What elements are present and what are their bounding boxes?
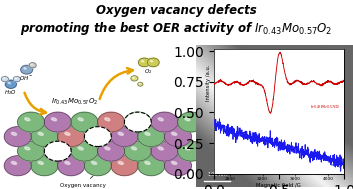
Circle shape — [13, 77, 20, 82]
Circle shape — [71, 112, 98, 132]
Circle shape — [124, 112, 151, 132]
Circle shape — [44, 141, 71, 161]
Ellipse shape — [3, 78, 5, 79]
Circle shape — [138, 58, 150, 67]
Circle shape — [111, 127, 138, 146]
Ellipse shape — [105, 147, 110, 150]
Circle shape — [21, 65, 32, 74]
Circle shape — [147, 58, 159, 67]
Ellipse shape — [105, 118, 110, 121]
Circle shape — [4, 127, 31, 146]
Ellipse shape — [139, 83, 140, 84]
Circle shape — [4, 156, 31, 176]
Ellipse shape — [150, 60, 153, 62]
Text: Oxygen vacancy defects: Oxygen vacancy defects — [96, 4, 257, 17]
Circle shape — [5, 80, 16, 88]
Ellipse shape — [145, 161, 150, 164]
Ellipse shape — [185, 147, 190, 150]
Circle shape — [29, 63, 36, 68]
Ellipse shape — [38, 132, 43, 135]
Ellipse shape — [78, 118, 83, 121]
Circle shape — [98, 112, 125, 132]
Ellipse shape — [172, 161, 177, 164]
Ellipse shape — [131, 118, 137, 121]
Circle shape — [124, 112, 151, 132]
Circle shape — [18, 112, 44, 132]
Ellipse shape — [172, 132, 177, 135]
Ellipse shape — [25, 118, 30, 121]
Circle shape — [1, 77, 8, 82]
Ellipse shape — [52, 147, 56, 150]
Ellipse shape — [65, 161, 70, 164]
Ellipse shape — [145, 132, 150, 135]
Y-axis label: Intensity /a.u.: Intensity /a.u. — [206, 64, 211, 101]
Circle shape — [178, 141, 205, 161]
Text: 100 nm: 100 nm — [208, 172, 227, 177]
Ellipse shape — [25, 147, 30, 150]
Ellipse shape — [133, 77, 134, 78]
Circle shape — [84, 156, 111, 176]
Circle shape — [138, 156, 164, 176]
Ellipse shape — [118, 161, 123, 164]
Text: $H_2O$: $H_2O$ — [5, 88, 17, 97]
Ellipse shape — [24, 68, 26, 69]
Text: $IrO_2$: $IrO_2$ — [330, 162, 340, 169]
Circle shape — [164, 127, 191, 146]
Circle shape — [164, 156, 191, 176]
Circle shape — [58, 156, 85, 176]
Circle shape — [18, 141, 44, 161]
Circle shape — [124, 141, 151, 161]
Ellipse shape — [131, 147, 137, 150]
Ellipse shape — [8, 82, 10, 84]
Circle shape — [151, 141, 178, 161]
Ellipse shape — [142, 60, 144, 62]
Circle shape — [178, 112, 205, 132]
Ellipse shape — [65, 132, 70, 135]
Circle shape — [138, 82, 143, 86]
Ellipse shape — [158, 118, 163, 121]
Ellipse shape — [38, 161, 43, 164]
Text: Oxygen vacancy: Oxygen vacancy — [60, 134, 135, 188]
Circle shape — [84, 127, 111, 146]
Circle shape — [58, 127, 85, 146]
Ellipse shape — [31, 64, 32, 65]
Text: $Ir_{0.43}Mo_{0.57}O_2$: $Ir_{0.43}Mo_{0.57}O_2$ — [310, 103, 340, 111]
Circle shape — [111, 156, 138, 176]
Circle shape — [31, 127, 58, 146]
Circle shape — [131, 76, 138, 81]
Circle shape — [31, 156, 58, 176]
X-axis label: Magnetic field /G: Magnetic field /G — [257, 184, 301, 188]
Circle shape — [138, 127, 164, 146]
Ellipse shape — [11, 161, 17, 164]
Circle shape — [151, 112, 178, 132]
Text: $OH^-$: $OH^-$ — [19, 74, 34, 82]
Circle shape — [44, 112, 71, 132]
Ellipse shape — [118, 132, 123, 135]
Circle shape — [98, 141, 125, 161]
Circle shape — [44, 141, 71, 161]
Ellipse shape — [11, 132, 17, 135]
Text: $Ir_{0.43}Mo_{0.57}O_2$: $Ir_{0.43}Mo_{0.57}O_2$ — [52, 97, 99, 107]
Ellipse shape — [158, 147, 163, 150]
Ellipse shape — [78, 147, 83, 150]
Circle shape — [71, 141, 98, 161]
Ellipse shape — [52, 118, 56, 121]
Ellipse shape — [185, 118, 190, 121]
Text: $O_2$: $O_2$ — [144, 67, 152, 76]
Text: promoting the best OER activity of $\mathit{Ir_{0.43}Mo_{0.57}O_{2}}$: promoting the best OER activity of $\mat… — [20, 20, 333, 37]
Ellipse shape — [91, 132, 97, 135]
Ellipse shape — [15, 78, 17, 79]
Ellipse shape — [91, 161, 97, 164]
Circle shape — [84, 127, 111, 146]
